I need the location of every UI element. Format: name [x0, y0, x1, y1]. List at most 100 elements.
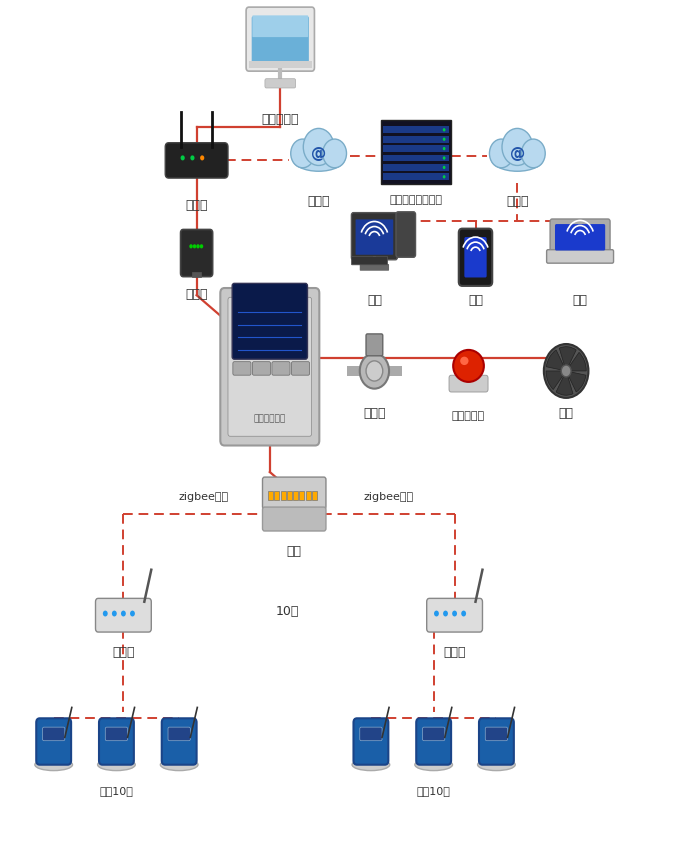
Circle shape	[112, 611, 117, 617]
FancyBboxPatch shape	[427, 598, 482, 632]
Bar	[384, 127, 449, 134]
Circle shape	[442, 138, 445, 142]
Text: 终端: 终端	[573, 294, 587, 307]
Bar	[274, 492, 279, 500]
FancyBboxPatch shape	[485, 728, 508, 741]
Wedge shape	[566, 353, 586, 371]
Text: 可接10台: 可接10台	[416, 786, 451, 795]
FancyBboxPatch shape	[360, 265, 389, 272]
Ellipse shape	[415, 759, 452, 771]
Bar	[293, 492, 298, 500]
Circle shape	[200, 156, 204, 161]
FancyBboxPatch shape	[272, 362, 290, 376]
Circle shape	[193, 245, 196, 249]
Text: 声光报警器: 声光报警器	[452, 410, 485, 420]
Bar	[300, 492, 304, 500]
Bar	[384, 174, 449, 181]
Ellipse shape	[460, 357, 468, 365]
Wedge shape	[556, 371, 573, 396]
FancyBboxPatch shape	[99, 718, 134, 765]
FancyBboxPatch shape	[291, 362, 309, 376]
Ellipse shape	[360, 354, 389, 389]
Ellipse shape	[477, 759, 515, 771]
Text: 安帕尔网络服务器: 安帕尔网络服务器	[390, 195, 442, 205]
Ellipse shape	[160, 759, 198, 771]
Bar	[281, 492, 286, 500]
Bar	[384, 165, 449, 171]
FancyBboxPatch shape	[382, 122, 451, 184]
Wedge shape	[547, 350, 566, 371]
Text: 10组: 10组	[276, 604, 299, 618]
Bar	[249, 62, 312, 68]
FancyBboxPatch shape	[105, 728, 127, 741]
FancyBboxPatch shape	[253, 16, 308, 38]
Text: zigbee信号: zigbee信号	[363, 491, 414, 501]
Circle shape	[181, 156, 185, 161]
Bar	[346, 366, 362, 376]
FancyBboxPatch shape	[228, 298, 312, 436]
Ellipse shape	[293, 147, 344, 172]
Circle shape	[199, 245, 203, 249]
Circle shape	[452, 611, 457, 617]
FancyBboxPatch shape	[464, 238, 486, 279]
Circle shape	[442, 148, 445, 151]
Wedge shape	[546, 371, 566, 390]
Wedge shape	[566, 371, 586, 392]
Circle shape	[189, 245, 192, 249]
FancyBboxPatch shape	[354, 718, 388, 765]
FancyBboxPatch shape	[246, 8, 314, 72]
Circle shape	[323, 140, 346, 169]
Text: 中继器: 中继器	[443, 645, 466, 658]
FancyBboxPatch shape	[356, 220, 393, 256]
Text: 互联网: 互联网	[506, 195, 528, 208]
FancyBboxPatch shape	[366, 334, 383, 356]
FancyBboxPatch shape	[351, 214, 398, 261]
Text: 网关: 网关	[287, 544, 302, 557]
Bar	[287, 492, 292, 500]
Circle shape	[103, 611, 108, 617]
Circle shape	[442, 166, 445, 170]
FancyBboxPatch shape	[233, 362, 251, 376]
Text: 转换器: 转换器	[186, 288, 208, 300]
Bar	[193, 273, 201, 279]
Circle shape	[502, 129, 533, 166]
Bar	[387, 366, 402, 376]
Text: 手机: 手机	[468, 294, 483, 307]
Circle shape	[443, 611, 448, 617]
FancyBboxPatch shape	[396, 213, 416, 258]
FancyBboxPatch shape	[449, 376, 488, 392]
FancyBboxPatch shape	[479, 718, 514, 765]
FancyBboxPatch shape	[43, 728, 65, 741]
Bar	[384, 146, 449, 153]
Text: 风机: 风机	[559, 407, 573, 419]
FancyBboxPatch shape	[232, 284, 307, 360]
FancyBboxPatch shape	[265, 79, 295, 89]
FancyBboxPatch shape	[360, 728, 382, 741]
Circle shape	[190, 156, 195, 161]
Circle shape	[121, 611, 126, 617]
Wedge shape	[559, 347, 576, 371]
Text: @: @	[510, 146, 525, 161]
Circle shape	[442, 157, 445, 160]
Circle shape	[522, 140, 545, 169]
Text: 单机版电脑: 单机版电脑	[262, 113, 299, 127]
Text: 中继器: 中继器	[112, 645, 134, 658]
FancyBboxPatch shape	[165, 143, 228, 179]
Circle shape	[290, 140, 314, 169]
FancyBboxPatch shape	[181, 230, 213, 278]
Text: 电磁阀: 电磁阀	[363, 407, 386, 419]
FancyBboxPatch shape	[162, 718, 197, 765]
FancyBboxPatch shape	[416, 718, 451, 765]
FancyBboxPatch shape	[95, 598, 151, 632]
Circle shape	[434, 611, 439, 617]
Ellipse shape	[35, 759, 73, 771]
Bar	[384, 137, 449, 143]
Bar	[312, 492, 317, 500]
Circle shape	[442, 176, 445, 179]
Text: @: @	[311, 146, 326, 161]
Circle shape	[461, 611, 466, 617]
Circle shape	[544, 344, 589, 398]
FancyBboxPatch shape	[555, 225, 606, 252]
Bar	[306, 492, 311, 500]
FancyBboxPatch shape	[36, 718, 71, 765]
